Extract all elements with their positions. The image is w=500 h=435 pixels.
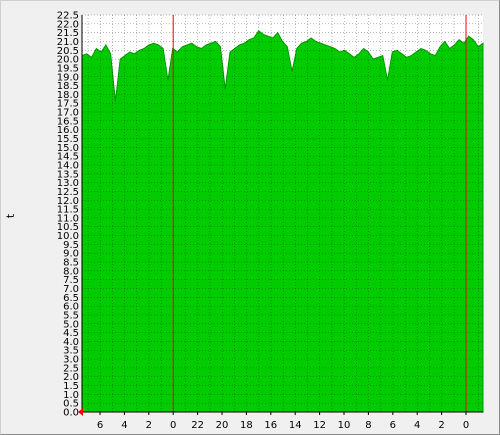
y-tick-label: 1.5	[63, 381, 79, 392]
y-tick-label: 20.0	[57, 55, 79, 66]
y-tick-label: 11.0	[57, 213, 79, 224]
y-tick-label: 4.5	[63, 328, 79, 339]
area-fill-layer	[81, 30, 484, 413]
y-tick-label: 20.5	[57, 46, 79, 57]
y-tick-label: 17.0	[57, 108, 79, 119]
x-tick-label: 0	[463, 420, 469, 431]
x-tick-label: 14	[289, 420, 302, 431]
y-tick-label: 14.0	[57, 160, 79, 171]
y-tick-label: 19.5	[57, 63, 79, 74]
y-tick-label: 15.0	[57, 143, 79, 154]
y-tick-label: 22.5	[57, 11, 79, 22]
x-tick-label: 2	[438, 420, 444, 431]
x-tick-label: 4	[121, 420, 127, 431]
x-tick-label: 2	[146, 420, 152, 431]
x-tick-label: 6	[97, 420, 103, 431]
y-tick-label: 5.0	[63, 319, 79, 330]
y-tick-label: 4.0	[63, 337, 79, 348]
y-tick-label: 10.5	[57, 222, 79, 233]
y-tick-label: 12.0	[57, 196, 79, 207]
y-tick-label: 7.0	[63, 284, 79, 295]
x-tick-label: 10	[338, 420, 351, 431]
x-tick-label: 22	[191, 420, 204, 431]
x-tick-label: 20	[216, 420, 229, 431]
y-tick-label: 7.5	[63, 275, 79, 286]
y-tick-label: 9.0	[63, 249, 79, 260]
x-tick-label: 8	[365, 420, 371, 431]
y-tick-label: 10.0	[57, 231, 79, 242]
x-tick-label: 16	[264, 420, 277, 431]
y-tick-label: 16.5	[57, 116, 79, 127]
y-tick-label: 18.0	[57, 90, 79, 101]
y-tick-label: 3.5	[63, 346, 79, 357]
y-tick-labels: 0.00.51.01.52.02.53.03.54.04.55.05.56.06…	[57, 11, 79, 419]
x-axis-arrow	[78, 408, 83, 416]
y-tick-label: 21.5	[57, 28, 79, 39]
y-tick-label: 1.0	[63, 390, 79, 401]
series-area	[81, 30, 484, 413]
y-tick-label: 12.5	[57, 187, 79, 198]
y-tick-label: 0.0	[63, 408, 79, 419]
x-tick-labels: 6 4 2 0 22 20 18 16 14 12 10 8 6 4 2 0	[97, 420, 469, 431]
y-tick-label: 22.0	[57, 19, 79, 30]
y-tick-label: 0.5	[63, 399, 79, 410]
y-tick-label: 14.5	[57, 152, 79, 163]
y-tick-label: 21.0	[57, 37, 79, 48]
day-marker-layer	[172, 15, 467, 412]
y-tick-label: 18.5	[57, 81, 79, 92]
y-tick-label: 6.0	[63, 302, 79, 313]
y-axis-label: t	[4, 213, 17, 218]
x-tick-label: 12	[313, 420, 326, 431]
y-tick-label: 2.0	[63, 372, 79, 383]
grid-layer	[82, 14, 483, 412]
y-tick-label: 8.0	[63, 266, 79, 277]
x-tick-label: 4	[414, 420, 420, 431]
x-tick-label: 0	[170, 420, 176, 431]
y-tick-label: 13.0	[57, 178, 79, 189]
y-tick-label: 2.5	[63, 363, 79, 374]
y-tick-label: 19.0	[57, 72, 79, 83]
y-tick-label: 11.5	[57, 205, 79, 216]
y-tick-label: 15.5	[57, 134, 79, 145]
y-tick-label: 9.5	[63, 240, 79, 251]
y-tick-label: 3.0	[63, 355, 79, 366]
y-tick-label: 8.5	[63, 258, 79, 269]
axis-layer	[78, 15, 483, 416]
y-tick-label: 17.5	[57, 99, 79, 110]
y-tick-label: 5.5	[63, 310, 79, 321]
y-tick-label: 13.5	[57, 169, 79, 180]
y-tick-label: 16.0	[57, 125, 79, 136]
x-tick-label: 6	[390, 420, 396, 431]
y-tick-label: 6.5	[63, 293, 79, 304]
x-tick-label: 18	[240, 420, 253, 431]
